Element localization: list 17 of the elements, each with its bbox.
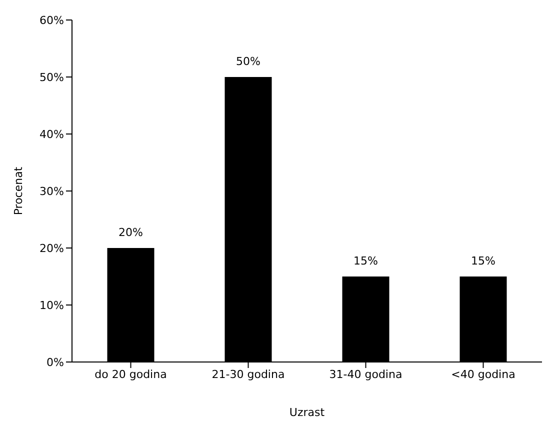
y-tick-label: 0% (46, 356, 64, 369)
data-label: 15% (354, 254, 378, 268)
y-tick-label: 60% (40, 14, 64, 27)
x-tick-label: 31-40 godina (329, 368, 402, 381)
y-tick-label: 20% (40, 242, 64, 255)
y-tick-label: 30% (40, 184, 64, 198)
data-label: 15% (471, 254, 496, 268)
x-tick-label: <40 godina (451, 368, 516, 381)
x-axis-title: Uzrast (289, 406, 326, 419)
y-tick-label: 50% (40, 70, 64, 84)
x-tick-label: 21-30 godina (212, 368, 285, 381)
data-label: 50% (236, 55, 260, 68)
y-axis-title: Procenat (12, 166, 25, 216)
x-tick-label: do 20 godina (94, 368, 167, 381)
y-tick-label: 40% (40, 128, 64, 141)
data-label: 20% (118, 226, 143, 239)
y-tick-label: 10% (40, 298, 64, 312)
